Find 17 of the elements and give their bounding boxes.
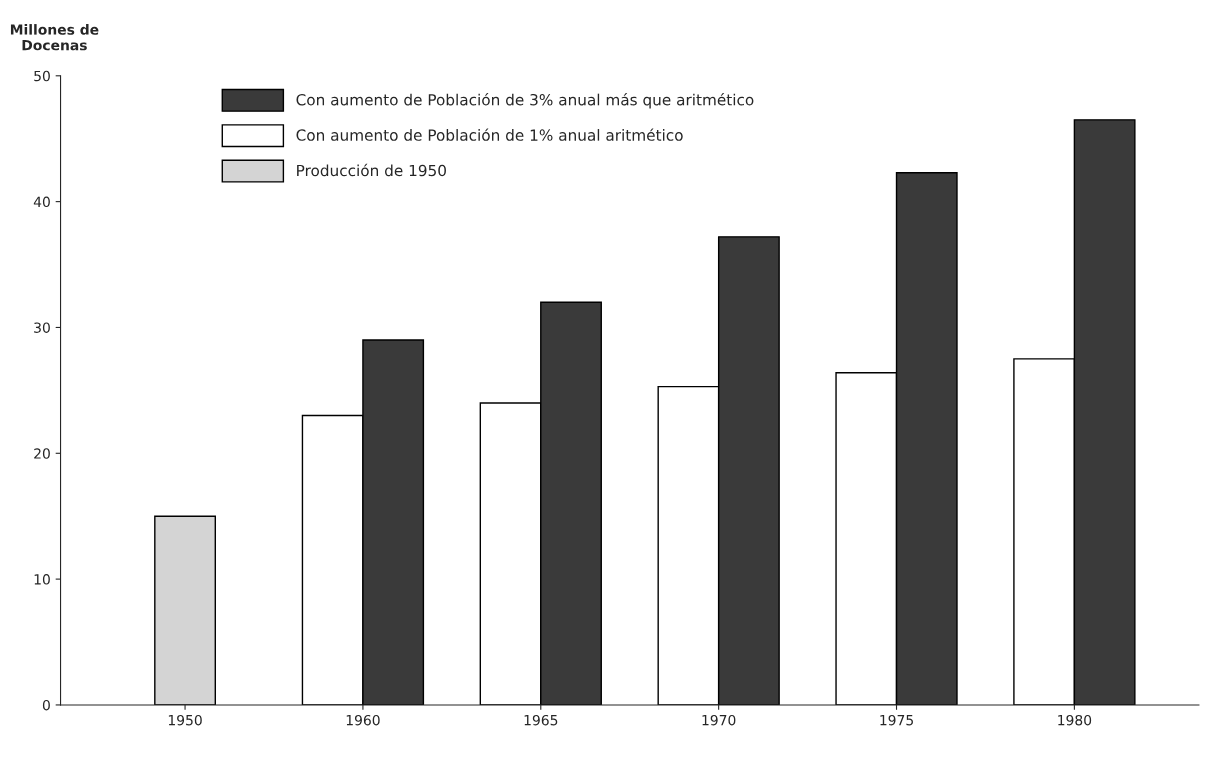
x-tick-label: 1965: [524, 714, 558, 726]
legend-label: Con aumento de Población de 3% anual más que aritmético: [296, 93, 754, 109]
legend-label: Producción de 1950: [297, 163, 446, 177]
y-tick-label: 40: [33, 196, 50, 208]
y-tick-label: 50: [34, 70, 50, 82]
y-tick-label: 20: [34, 448, 50, 459]
x-tick-label: 1950: [168, 714, 202, 726]
x-tick-label: 1980: [1058, 714, 1092, 726]
y-axis-title: Millones de Docenas: [10, 24, 99, 51]
legend-label: Con aumento de Población de 1% anual aritmético: [296, 128, 683, 141]
y-tick-label: 0: [42, 699, 50, 711]
x-tick-label: 1975: [880, 714, 913, 726]
bar: [154, 515, 216, 705]
y-tick-label: 10: [34, 574, 50, 585]
x-tick-label: 1960: [346, 714, 380, 726]
y-tick-label: 30: [34, 322, 50, 333]
x-tick-label: 1970: [702, 714, 736, 726]
